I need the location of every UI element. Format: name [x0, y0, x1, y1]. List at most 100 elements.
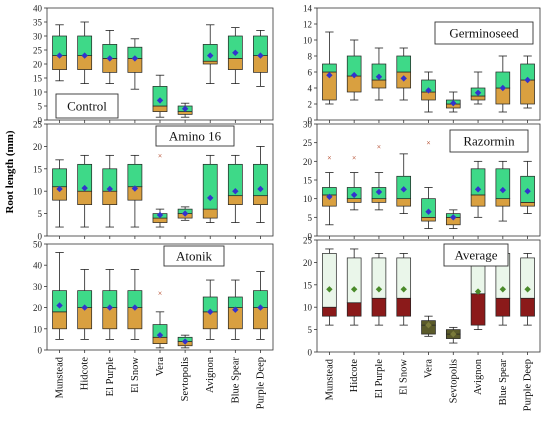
box-vera	[421, 71, 436, 113]
x-axis-label: El Snow	[399, 359, 410, 395]
box-el-purple	[102, 154, 118, 228]
panels: 0 5 10 15 20 25 30 35 40 Control 0 2 4 6 8 10 12 14 Germin…	[33, 4, 541, 358]
box-upper	[371, 63, 387, 81]
box-upper	[371, 257, 387, 299]
x-axis-label: Avignon	[205, 356, 216, 393]
y-tick-label: 20	[33, 303, 43, 313]
box-avignon	[202, 154, 218, 223]
box-avignon	[470, 160, 486, 218]
x-axis-label: Purple Deep	[255, 357, 266, 409]
box-el-snow	[396, 153, 412, 215]
panel-label: Atonik	[176, 249, 213, 264]
box-lower	[77, 190, 93, 205]
box-sevtopolis	[445, 209, 461, 229]
box-avignon	[470, 71, 486, 105]
y-tick-label: 25	[33, 46, 43, 56]
mean-marker	[81, 52, 88, 59]
box-upper	[396, 257, 412, 299]
panel-label: Amino 16	[169, 129, 222, 144]
y-tick-label: 10	[303, 303, 313, 313]
box-el-snow	[396, 253, 412, 326]
mean-marker	[425, 208, 432, 215]
box-lower	[371, 297, 387, 317]
outlier-marker: ×	[158, 151, 163, 160]
y-tick-label: 25	[303, 138, 313, 148]
x-axis-label: El Purple	[374, 359, 385, 399]
panel-label-box	[443, 243, 509, 267]
mean-marker	[326, 72, 333, 79]
mean-marker	[232, 49, 239, 56]
box-sevtopolis	[445, 326, 461, 344]
y-tick-label: 15	[303, 176, 313, 186]
mean-marker	[524, 286, 531, 293]
mean-marker	[450, 330, 457, 338]
mean-marker	[181, 338, 189, 345]
x-axis-labels-left: Munstead Hidcote El Purple El Snow Vera Sevto…	[55, 356, 267, 409]
panel-label-box	[163, 245, 225, 267]
box-purple-deep	[520, 253, 535, 326]
box-munstead	[322, 172, 337, 226]
box-upper	[253, 163, 268, 197]
mean-marker	[425, 87, 432, 94]
box-hidcote	[346, 39, 362, 101]
y-tick-label: 0	[38, 346, 43, 356]
box-upper	[470, 168, 486, 196]
x-axis-label: El Purple	[105, 357, 116, 397]
panel-label: Razormin	[463, 134, 515, 149]
y-tick-label: 25	[303, 236, 313, 246]
box-lower	[470, 95, 486, 101]
x-axis-label: Blue Spear	[230, 357, 241, 404]
box-el-snow	[396, 47, 412, 101]
box-purple-deep	[253, 145, 268, 223]
panel-razormin: 0 5 10 15 20 25 30 × × × × Razormin	[303, 120, 541, 242]
box-el-purple	[102, 269, 118, 340]
y-tick-label: 25	[33, 120, 43, 130]
box-lower	[396, 297, 412, 317]
panel-label: Control	[67, 99, 107, 114]
box-purple-deep	[520, 160, 535, 215]
box-lower	[202, 208, 218, 219]
mean-marker	[474, 186, 482, 193]
y-tick-label: 6	[308, 68, 313, 78]
y-tick-label: 10	[33, 88, 43, 98]
y-tick-label: 5	[38, 102, 43, 112]
outlier-marker: ×	[158, 289, 163, 298]
panel-control: 0 5 10 15 20 25 30 35 40 Control	[33, 4, 274, 126]
box-upper	[227, 35, 243, 59]
mean-marker	[257, 304, 264, 311]
y-tick-label: 8	[308, 52, 313, 62]
y-tick-label: 30	[303, 120, 313, 130]
box-el-snow	[127, 38, 143, 90]
y-tick-label: 5	[38, 209, 43, 219]
outlier-marker: ×	[327, 154, 332, 163]
mean-marker	[156, 97, 164, 104]
box-el-purple	[371, 172, 387, 211]
box-lower	[495, 297, 511, 317]
box-el-purple	[102, 29, 118, 84]
box-upper	[152, 86, 168, 107]
box-lower	[421, 216, 436, 222]
box-lower	[102, 190, 118, 205]
mean-marker	[131, 304, 139, 311]
panel-atonik: 0 10 20 30 40 50 × Atonik	[33, 240, 274, 356]
box-blue-spear	[227, 154, 243, 223]
y-tick-label: 15	[33, 164, 43, 174]
box-hidcote	[77, 269, 93, 340]
y-tick-label: 10	[303, 36, 313, 46]
mean-marker	[106, 55, 113, 62]
x-axis-label: Sevtopolis	[448, 359, 459, 403]
y-tick-label: 40	[33, 4, 43, 14]
box-munstead	[322, 248, 337, 326]
mean-marker	[450, 100, 457, 107]
box-sevtopolis	[177, 206, 193, 221]
box-lower	[227, 195, 243, 205]
y-tick-label: 4	[308, 84, 313, 94]
outlier-marker: ×	[377, 142, 382, 151]
y-tick-label: 0	[38, 232, 43, 242]
y-tick-label: 0	[308, 348, 313, 358]
box-upper	[52, 290, 67, 313]
y-tick-label: 30	[33, 32, 43, 42]
x-axis-label: Blue Spear	[498, 359, 509, 406]
x-axis-label: Vera	[424, 359, 435, 379]
